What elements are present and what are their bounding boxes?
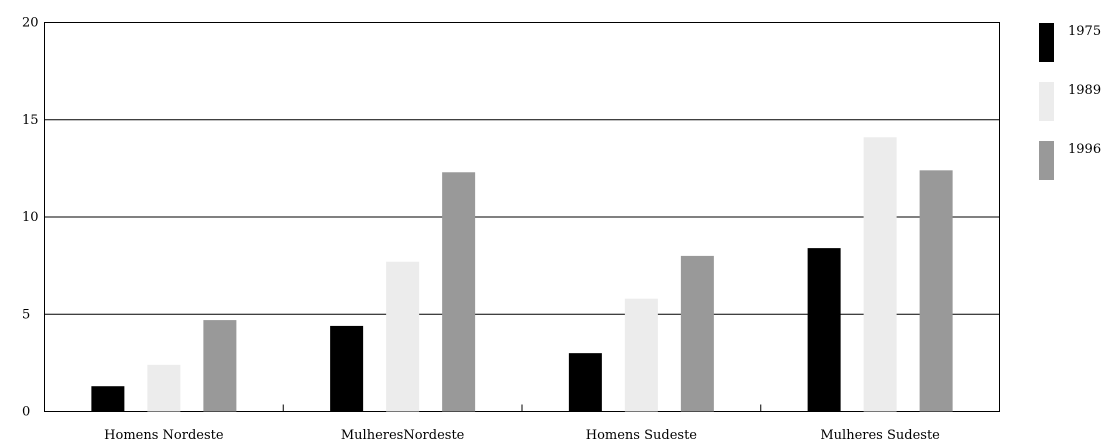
legend-swatch [1039, 82, 1054, 121]
bar-1975 [568, 353, 602, 412]
x-axis: Homens Nordeste MulheresNordeste Homens Su… [104, 404, 940, 442]
bar-1989 [624, 298, 658, 412]
bar-1996 [203, 320, 237, 412]
legend-swatch [1039, 141, 1054, 180]
x-tick-label: Mulheres Sudeste [820, 428, 940, 442]
gridlines [44, 119, 1000, 315]
y-tick-label: 15 [22, 113, 39, 128]
y-axis: 0 5 10 15 20 [22, 16, 39, 420]
y-tick-label: 5 [22, 307, 30, 322]
x-tick-label: Homens Nordeste [104, 428, 224, 442]
x-tick-label: MulheresNordeste [341, 428, 465, 442]
y-tick-label: 0 [22, 405, 30, 420]
y-tick-label: 20 [22, 16, 39, 31]
bar-1989 [147, 364, 181, 412]
bar-1975 [330, 325, 364, 412]
bars [91, 137, 953, 412]
bar-1975 [807, 248, 841, 412]
bar-1996 [919, 170, 953, 412]
legend: 1975 1989 1996 [1039, 23, 1101, 180]
legend-label: 1996 [1068, 142, 1101, 157]
legend-label: 1989 [1068, 83, 1101, 98]
bar-1996 [680, 255, 714, 412]
legend-label: 1975 [1068, 24, 1101, 39]
bar-1975 [91, 386, 125, 412]
y-tick-label: 10 [22, 210, 39, 225]
bar-1989 [386, 261, 420, 412]
x-tick-label: Homens Sudeste [586, 428, 698, 442]
bar-1989 [863, 137, 897, 412]
legend-swatch [1039, 23, 1054, 62]
bar-1996 [442, 172, 476, 412]
